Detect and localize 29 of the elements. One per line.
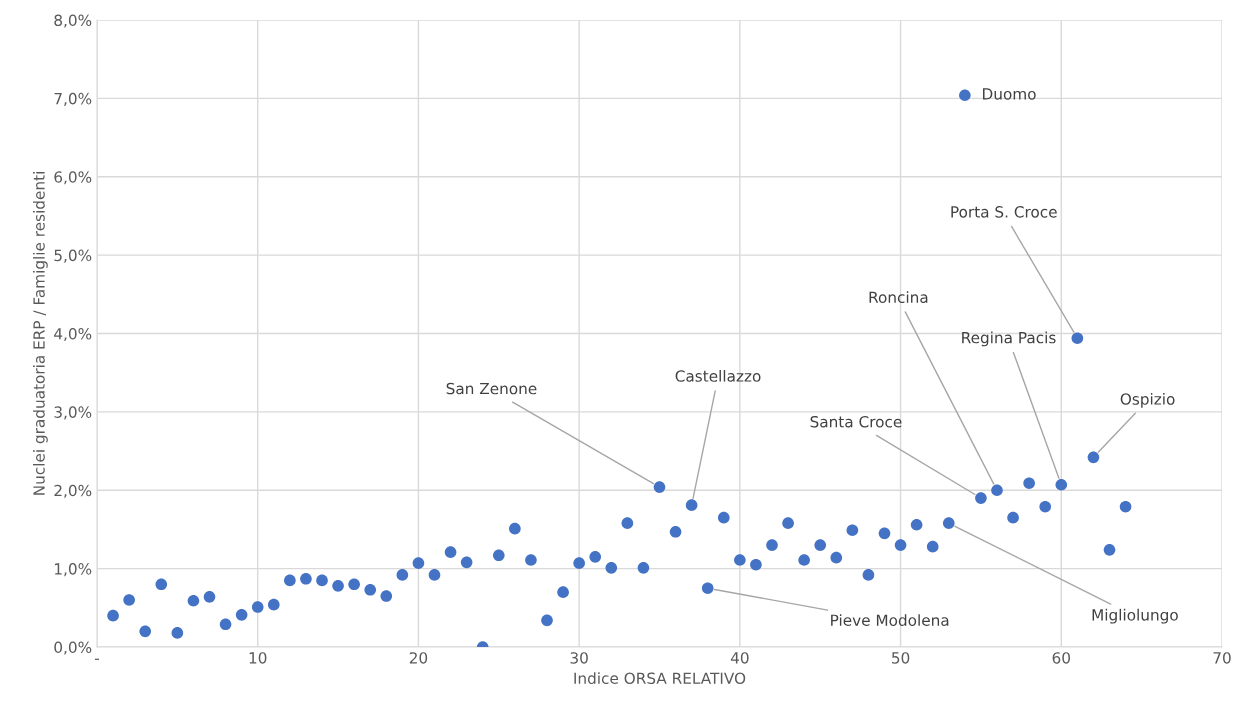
annotation: Regina Pacis — [962, 331, 1056, 347]
annotation: Castellazzo — [675, 369, 761, 382]
annotation: Roncina — [869, 291, 928, 304]
y-tick-label: 0,0% — [54, 641, 92, 655]
annotation: Duomo — [983, 88, 1036, 100]
x-tick-label: 10 — [249, 652, 267, 664]
x-tick-label: 30 — [570, 652, 588, 664]
annotation: Pieve Modolena — [831, 614, 949, 626]
x-tick-label: 50 — [892, 652, 910, 664]
y-tick-label: 7,0% — [54, 92, 92, 106]
x-axis-title: Indice ORSA RELATIVO — [574, 672, 746, 685]
y-tick-label: 5,0% — [54, 249, 92, 263]
annotation: Santa Croce — [810, 415, 902, 428]
x-tick-label: 70 — [1213, 652, 1231, 664]
y-axis-title: Nuclei graduatoria ERP / Famiglie residenti — [32, 172, 48, 495]
x-tick-label: - — [94, 658, 100, 660]
y-tick-label: 3,0% — [54, 406, 92, 420]
x-tick-label: 40 — [730, 652, 749, 664]
x-tick-label: 60 — [1052, 652, 1070, 664]
y-tick-label: 4,0% — [54, 327, 92, 342]
y-tick-label: 6,0% — [54, 171, 92, 185]
annotation: Migliolungo — [1092, 608, 1178, 624]
y-tick-label: 1,0% — [55, 563, 92, 577]
y-tick-label: 8,0% — [54, 14, 92, 28]
annotation: Ospizio — [1120, 393, 1175, 408]
annotation: Porta S. Croce — [951, 206, 1057, 218]
y-tick-label: 2,0% — [54, 484, 92, 498]
annotation: San Zenone — [446, 382, 537, 395]
x-tick-label: 20 — [409, 652, 428, 664]
